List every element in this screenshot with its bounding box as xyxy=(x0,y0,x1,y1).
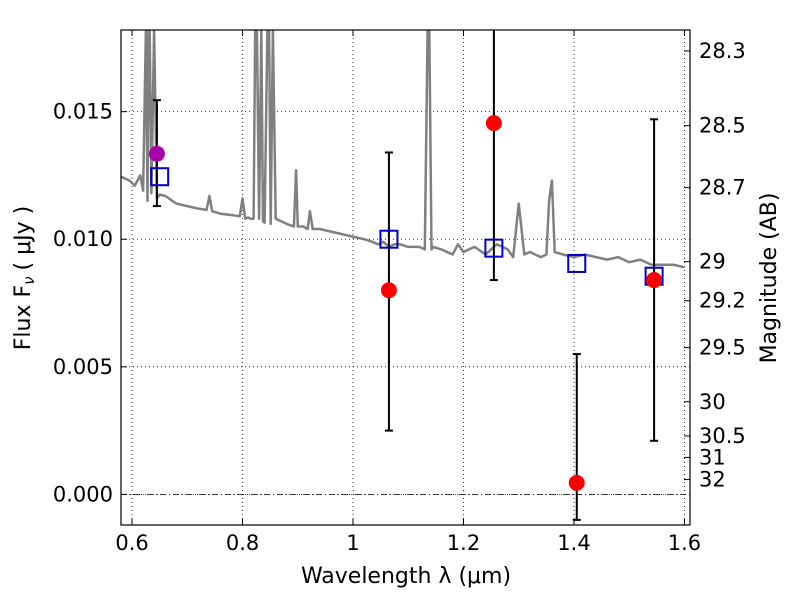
flux-point-marker xyxy=(485,115,502,132)
grid-lines xyxy=(121,30,690,525)
y2-tick-label: 29 xyxy=(699,250,726,274)
data-markers xyxy=(148,115,664,491)
x-tick-label: 0.6 xyxy=(115,531,148,555)
x-tick-label: 0.8 xyxy=(226,531,259,555)
y2-tick-label: 28.7 xyxy=(699,176,746,200)
plot-border xyxy=(120,29,691,526)
flux-point-marker xyxy=(568,474,585,491)
y2-tick-label: 29.2 xyxy=(699,289,746,313)
y-axis-label-unit: ( μJy ) xyxy=(11,206,36,271)
x-tick-label: 1.4 xyxy=(557,531,590,555)
svg-text:Flux Fν( μJy ): Flux Fν ( μJy ) xyxy=(11,206,38,350)
x-tick-label: 1.2 xyxy=(447,531,480,555)
flux-point-marker xyxy=(380,282,397,299)
y2-axis-label: Magnitude (AB) xyxy=(757,193,782,364)
y-tick-label: 0.010 xyxy=(53,227,113,251)
x-tick-label: 1 xyxy=(346,531,359,555)
y2-tick-label: 30.5 xyxy=(699,424,746,448)
flux-point-marker xyxy=(646,272,663,289)
flux-point-marker xyxy=(148,145,165,162)
x-axis-label: Wavelength λ (μm) xyxy=(301,564,511,589)
error-bars xyxy=(152,30,659,521)
model-square-marker xyxy=(379,229,399,249)
spectrum-series xyxy=(121,30,685,269)
model-square-marker xyxy=(150,167,170,187)
y2-tick-label: 31 xyxy=(699,445,726,469)
y2-tick-label: 29.5 xyxy=(699,336,746,360)
y2-tick-label: 28.3 xyxy=(699,39,746,63)
axis-labels: Wavelength λ (μm) Flux Fν ( μJy ) Magnitu… xyxy=(11,193,782,589)
x-tick-label: 1.6 xyxy=(668,531,701,555)
y-axis-label-sub: ν xyxy=(20,276,38,284)
model-square-marker xyxy=(567,253,587,273)
plot-frame xyxy=(120,29,691,526)
y-tick-label: 0.015 xyxy=(53,100,113,124)
axis-ticks: 0.6 0.8 1 1.2 1.4 1.6 0.000 0.005 0.010 0.015 28.3… xyxy=(53,30,746,555)
y-tick-label: 0.005 xyxy=(53,355,113,379)
y-axis-label-main: Flux F xyxy=(11,285,36,350)
y-axis-label: Flux Fν ( μJy ) xyxy=(11,206,38,350)
y2-tick-label: 32 xyxy=(699,468,726,492)
y-tick-label: 0.000 xyxy=(53,482,113,506)
y2-tick-label: 28.5 xyxy=(699,114,746,138)
y2-tick-label: 30 xyxy=(699,390,726,414)
spectrum-line xyxy=(121,30,685,269)
model-square-marker xyxy=(484,238,504,258)
